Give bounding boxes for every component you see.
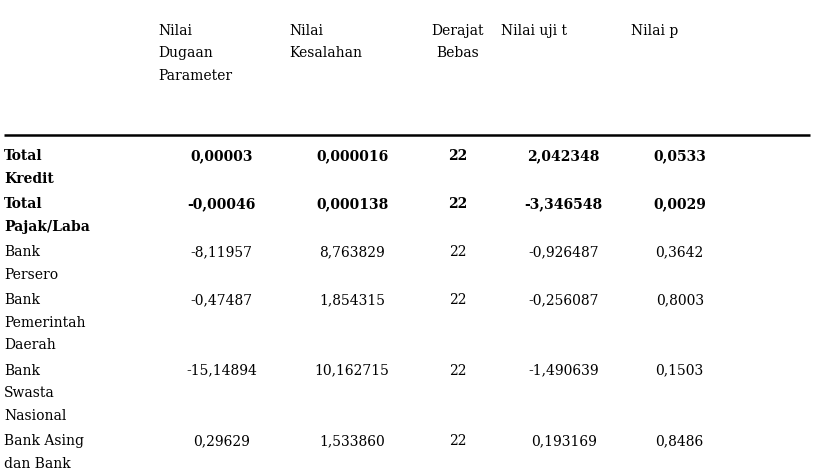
Text: Bank Asing: Bank Asing — [4, 434, 84, 448]
Text: 22: 22 — [449, 364, 466, 378]
Text: 2,042348: 2,042348 — [527, 149, 600, 164]
Text: -0,00046: -0,00046 — [188, 197, 256, 211]
Text: 0,3642: 0,3642 — [655, 245, 704, 259]
Text: Pemerintah: Pemerintah — [4, 316, 85, 330]
Text: 0,1503: 0,1503 — [655, 364, 704, 378]
Text: Total: Total — [4, 149, 42, 164]
Text: 1,533860: 1,533860 — [319, 434, 385, 448]
Text: -3,346548: -3,346548 — [525, 197, 602, 211]
Text: 0,8003: 0,8003 — [655, 293, 704, 307]
Text: Nilai p: Nilai p — [631, 24, 678, 38]
Text: 0,000016: 0,000016 — [316, 149, 388, 164]
Text: 22: 22 — [449, 245, 466, 259]
Text: Dugaan: Dugaan — [159, 46, 213, 61]
Text: Pajak/Laba: Pajak/Laba — [4, 220, 90, 234]
Text: Bank: Bank — [4, 293, 40, 307]
Text: 0,193169: 0,193169 — [531, 434, 597, 448]
Text: 0,0029: 0,0029 — [654, 197, 706, 211]
Text: 22: 22 — [449, 149, 467, 164]
Text: 22: 22 — [449, 293, 466, 307]
Text: 0,00003: 0,00003 — [190, 149, 253, 164]
Text: -0,47487: -0,47487 — [190, 293, 253, 307]
Text: Nasional: Nasional — [4, 409, 67, 423]
Text: 1,854315: 1,854315 — [319, 293, 385, 307]
Text: -0,926487: -0,926487 — [528, 245, 599, 259]
Text: 0,8486: 0,8486 — [655, 434, 704, 448]
Text: 8,763829: 8,763829 — [319, 245, 385, 259]
Text: -8,11957: -8,11957 — [190, 245, 253, 259]
Text: dan Bank: dan Bank — [4, 457, 71, 471]
Text: Bank: Bank — [4, 364, 40, 378]
Text: Nilai: Nilai — [289, 24, 323, 38]
Text: Daerah: Daerah — [4, 338, 56, 353]
Text: 10,162715: 10,162715 — [315, 364, 389, 378]
Text: Derajat: Derajat — [431, 24, 484, 38]
Text: Kredit: Kredit — [4, 172, 54, 186]
Text: -0,256087: -0,256087 — [528, 293, 599, 307]
Text: Total: Total — [4, 197, 42, 211]
Text: 0,000138: 0,000138 — [316, 197, 388, 211]
Text: 0,0533: 0,0533 — [654, 149, 706, 164]
Text: 0,29629: 0,29629 — [194, 434, 250, 448]
Text: 22: 22 — [449, 434, 466, 448]
Text: Nilai: Nilai — [159, 24, 193, 38]
Text: 22: 22 — [449, 197, 467, 211]
Text: Bebas: Bebas — [436, 46, 479, 61]
Text: Bank: Bank — [4, 245, 40, 259]
Text: Persero: Persero — [4, 268, 58, 282]
Text: -1,490639: -1,490639 — [528, 364, 599, 378]
Text: Parameter: Parameter — [159, 69, 233, 83]
Text: Swasta: Swasta — [4, 386, 55, 401]
Text: Nilai uji t: Nilai uji t — [501, 24, 567, 38]
Text: Kesalahan: Kesalahan — [289, 46, 362, 61]
Text: -15,14894: -15,14894 — [186, 364, 257, 378]
